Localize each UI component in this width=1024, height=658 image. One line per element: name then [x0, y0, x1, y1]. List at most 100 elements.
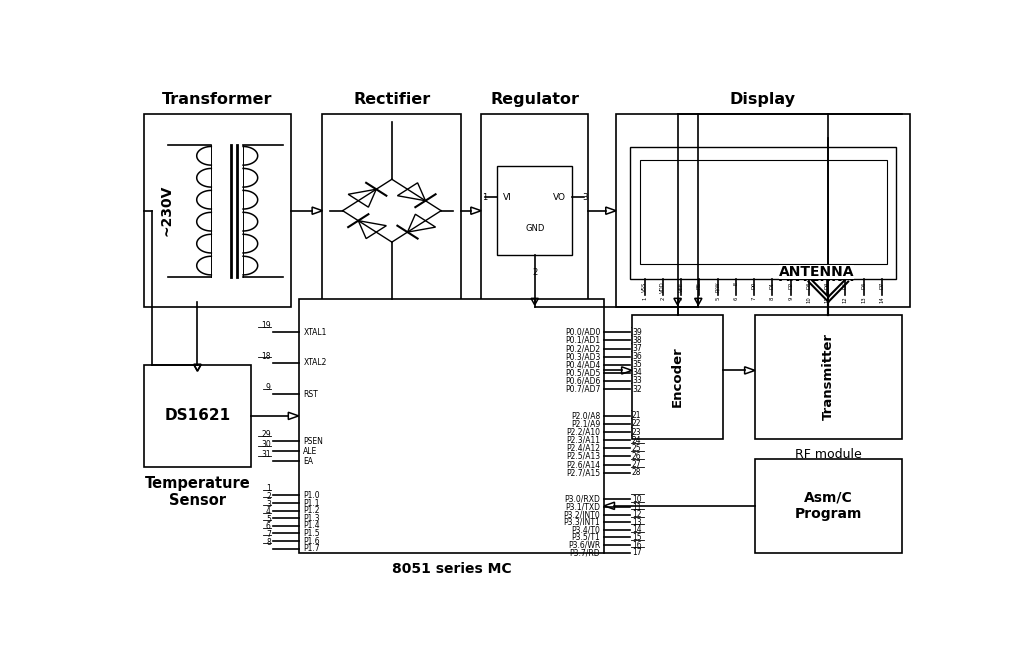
Text: 18: 18 [261, 351, 270, 361]
Text: 7: 7 [266, 530, 270, 539]
Text: P3.2/INT0: P3.2/INT0 [563, 510, 600, 519]
Text: PSEN: PSEN [303, 437, 324, 445]
Text: Transmitter: Transmitter [822, 333, 835, 420]
Text: 12: 12 [843, 296, 848, 303]
Text: ALE: ALE [303, 447, 317, 456]
Text: 22: 22 [632, 420, 641, 428]
Text: Asm/C
Program: Asm/C Program [795, 491, 862, 521]
Text: DS1621: DS1621 [165, 409, 230, 423]
Text: 34: 34 [632, 368, 642, 377]
Text: 32: 32 [632, 384, 642, 393]
Text: P0.2/AD2: P0.2/AD2 [565, 344, 600, 353]
Text: E: E [733, 282, 738, 285]
Text: 9: 9 [266, 383, 270, 392]
Text: Rectifier: Rectifier [353, 92, 430, 107]
Text: VEE: VEE [679, 282, 684, 291]
Text: EA: EA [303, 457, 313, 466]
Text: P1.7: P1.7 [303, 544, 321, 553]
Text: P3.4/T0: P3.4/T0 [571, 525, 600, 534]
Text: P3.1/TXD: P3.1/TXD [565, 503, 600, 511]
Text: D6: D6 [861, 282, 866, 289]
Text: 8: 8 [266, 538, 270, 547]
Text: 23: 23 [632, 428, 642, 437]
Text: 28: 28 [632, 468, 641, 477]
Text: Transformer: Transformer [162, 92, 272, 107]
Text: GND: GND [525, 224, 545, 233]
Text: Encoder: Encoder [671, 346, 684, 407]
Text: ANTENNA: ANTENNA [778, 265, 854, 279]
Text: 5: 5 [266, 515, 270, 524]
Text: P0.3/AD3: P0.3/AD3 [565, 352, 600, 361]
Text: P3.6/WR: P3.6/WR [568, 541, 600, 549]
Text: 4: 4 [697, 296, 701, 299]
Text: 13: 13 [861, 296, 866, 303]
Text: 17: 17 [632, 548, 642, 557]
Text: VSS: VSS [642, 282, 647, 292]
Text: P0.1/AD1: P0.1/AD1 [565, 336, 600, 345]
Text: RS: RS [697, 282, 701, 289]
Bar [755, 459, 902, 553]
Text: 2: 2 [266, 492, 270, 501]
Text: 1: 1 [266, 484, 270, 494]
Text: P2.1/A9: P2.1/A9 [571, 420, 600, 428]
Text: 39: 39 [632, 328, 642, 337]
Text: XTAL2: XTAL2 [303, 358, 327, 367]
Text: P1.0: P1.0 [303, 491, 321, 500]
Text: VDD: VDD [660, 282, 666, 293]
Bar [323, 114, 461, 307]
Text: 15: 15 [632, 533, 642, 542]
Text: ANTENNA: ANTENNA [778, 270, 854, 284]
Text: P0.0/AD0: P0.0/AD0 [565, 328, 600, 337]
Text: 4: 4 [266, 507, 270, 517]
Text: 10: 10 [807, 296, 811, 303]
Text: P2.6/A14: P2.6/A14 [566, 460, 600, 469]
Text: 37: 37 [632, 344, 642, 353]
Text: 3: 3 [266, 499, 270, 509]
Text: 29: 29 [261, 430, 270, 439]
Bar [632, 315, 723, 439]
Bar [616, 114, 909, 307]
Text: P3.0/RXD: P3.0/RXD [564, 495, 600, 504]
Text: P1.2: P1.2 [303, 506, 319, 515]
Text: 35: 35 [632, 360, 642, 369]
Text: RF module: RF module [795, 448, 862, 461]
Text: 2: 2 [660, 296, 666, 299]
Text: 2: 2 [532, 268, 538, 277]
Text: P0.7/AD7: P0.7/AD7 [565, 384, 600, 393]
Text: 26: 26 [632, 452, 642, 461]
Text: 1: 1 [482, 193, 487, 202]
Text: 24: 24 [632, 436, 642, 445]
Bar [143, 114, 291, 307]
Text: D7: D7 [880, 282, 885, 289]
Text: 16: 16 [632, 541, 642, 549]
Text: 3: 3 [679, 296, 684, 299]
Text: 6: 6 [266, 522, 270, 532]
Text: 8: 8 [770, 296, 775, 299]
Text: P3.5/T1: P3.5/T1 [571, 533, 600, 542]
Text: 10: 10 [632, 495, 642, 504]
Text: P1.3: P1.3 [303, 514, 321, 522]
Text: 5: 5 [715, 296, 720, 299]
Bar [143, 365, 251, 467]
Text: 36: 36 [632, 352, 642, 361]
Text: D2: D2 [788, 282, 794, 289]
Text: P0.6/AD6: P0.6/AD6 [565, 376, 600, 386]
Text: 30: 30 [261, 440, 270, 449]
Text: Temperature
Sensor: Temperature Sensor [144, 476, 250, 508]
Text: 11: 11 [632, 503, 641, 511]
Text: P1.6: P1.6 [303, 536, 321, 545]
Text: P0.4/AD4: P0.4/AD4 [565, 360, 600, 369]
Text: 6: 6 [733, 296, 738, 299]
Text: 31: 31 [261, 451, 270, 459]
Text: 38: 38 [632, 336, 642, 345]
Text: VO: VO [553, 193, 566, 202]
Text: 21: 21 [632, 411, 641, 420]
Text: 9: 9 [788, 296, 794, 299]
Bar [631, 147, 896, 279]
Text: P0.5/AD5: P0.5/AD5 [565, 368, 600, 377]
Text: P1.1: P1.1 [303, 499, 319, 507]
Bar [755, 315, 902, 439]
Text: P2.0/A8: P2.0/A8 [571, 411, 600, 420]
Bar [481, 114, 589, 307]
Text: 27: 27 [632, 460, 642, 469]
